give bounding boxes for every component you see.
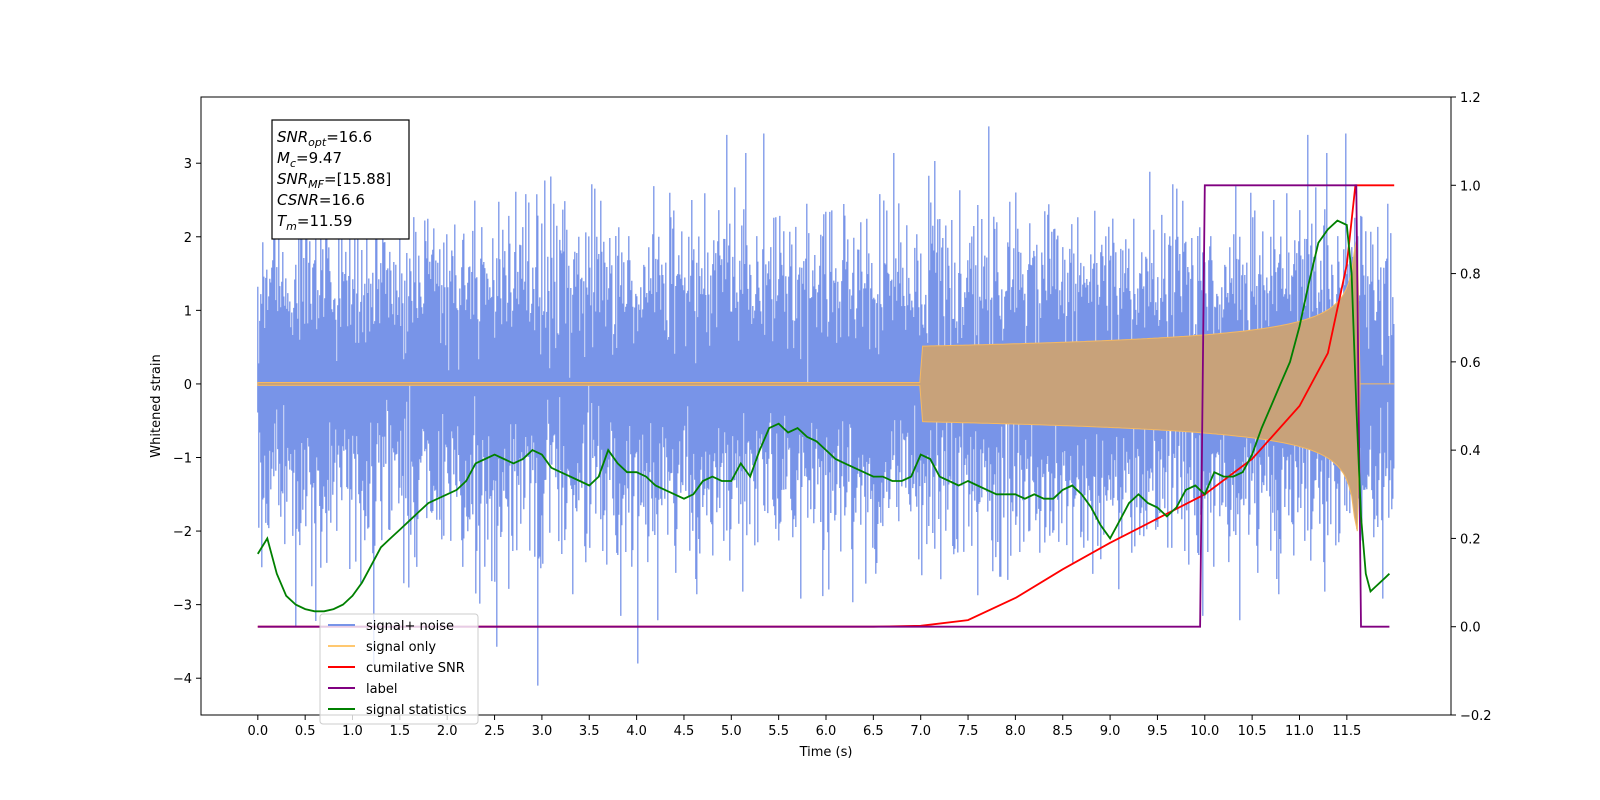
x-tick-label: 9.0 bbox=[1100, 724, 1121, 739]
y2-tick-label: 0.8 bbox=[1460, 268, 1481, 283]
legend-entry: label bbox=[366, 682, 397, 697]
y2-tick-label: 0.0 bbox=[1460, 621, 1481, 636]
y2-tick-label: 0.4 bbox=[1460, 444, 1481, 459]
annotation-line: SNRopt=16.6 bbox=[277, 128, 372, 149]
x-axis-label: Time (s) bbox=[799, 745, 853, 760]
series-signal-statistics bbox=[257, 219, 1391, 613]
x-tick-label: 5.5 bbox=[768, 724, 789, 739]
y-tick-label: −1 bbox=[173, 452, 192, 467]
y-tick-label: 2 bbox=[184, 231, 192, 246]
y-tick-label: 0 bbox=[184, 378, 192, 393]
y2-tick-label: 0.6 bbox=[1460, 356, 1481, 371]
y2-tick-label: 1.2 bbox=[1460, 91, 1481, 106]
legend-entry: signal+ noise bbox=[366, 619, 454, 634]
x-tick-label: 7.0 bbox=[910, 724, 931, 739]
y-tick-label: 1 bbox=[184, 304, 192, 319]
annotation-box: SNRopt=16.6Mc=9.47SNRMF=[15.88]CSNR=16.6… bbox=[271, 119, 410, 240]
x-tick-label: 10.5 bbox=[1238, 724, 1267, 739]
y2-tick-label: −0.2 bbox=[1460, 709, 1492, 724]
y2-tick-label: 0.2 bbox=[1460, 532, 1481, 547]
legend-entry: signal only bbox=[366, 640, 436, 655]
axes-layer: 0.0 0.5 1.0 1.5 2.0 2.5 3.0 3.5 4.0 4.5 5.0 5.5 6.0 6… bbox=[173, 91, 1492, 739]
x-tick-label: 8.5 bbox=[1052, 724, 1073, 739]
series-signal-only bbox=[257, 236, 1395, 532]
x-tick-label: 4.0 bbox=[626, 724, 647, 739]
annotation-line: CSNR=16.6 bbox=[277, 191, 365, 209]
legend-frame bbox=[319, 613, 479, 725]
x-tick-label: 1.0 bbox=[342, 724, 363, 739]
x-tick-label: 4.5 bbox=[674, 724, 695, 739]
legend: signal+ noise signal only cumilative SNR la… bbox=[319, 613, 479, 725]
x-tick-label: 5.0 bbox=[721, 724, 742, 739]
y-tick-label: −3 bbox=[173, 599, 192, 614]
x-tick-label: 0.5 bbox=[295, 724, 316, 739]
x-tick-label: 2.5 bbox=[484, 724, 505, 739]
x-tick-label: 3.0 bbox=[532, 724, 553, 739]
y-tick-label: −4 bbox=[173, 672, 192, 687]
y2-tick-label: 1.0 bbox=[1460, 179, 1481, 194]
x-tick-label: 9.5 bbox=[1147, 724, 1168, 739]
y-tick-label: −2 bbox=[173, 525, 192, 540]
annotation-line: SNRMF=[15.88] bbox=[277, 170, 391, 191]
annotation-line: Mc=9.47 bbox=[277, 149, 342, 170]
x-tick-label: 0.0 bbox=[247, 724, 268, 739]
annotation-frame bbox=[271, 119, 410, 240]
x-tick-label: 8.0 bbox=[1005, 724, 1026, 739]
x-tick-label: 6.0 bbox=[816, 724, 837, 739]
x-tick-label: 3.5 bbox=[579, 724, 600, 739]
x-tick-label: 2.0 bbox=[437, 724, 458, 739]
series-layer bbox=[257, 126, 1395, 686]
x-tick-label: 11.5 bbox=[1332, 724, 1361, 739]
x-tick-label: 1.5 bbox=[390, 724, 411, 739]
series-label bbox=[257, 184, 1390, 628]
x-tick-label: 10.0 bbox=[1190, 724, 1219, 739]
y-axis-label: Whitened strain bbox=[149, 354, 164, 457]
legend-entry: signal statistics bbox=[366, 703, 467, 718]
series-cumulative-snr bbox=[257, 184, 1395, 628]
x-tick-label: 11.0 bbox=[1285, 724, 1314, 739]
legend-entry: cumilative SNR bbox=[366, 661, 465, 676]
x-tick-label: 6.5 bbox=[863, 724, 884, 739]
x-tick-label: 7.5 bbox=[958, 724, 979, 739]
y-tick-label: 3 bbox=[184, 157, 192, 172]
annotation-line: Tm=11.59 bbox=[277, 212, 352, 233]
